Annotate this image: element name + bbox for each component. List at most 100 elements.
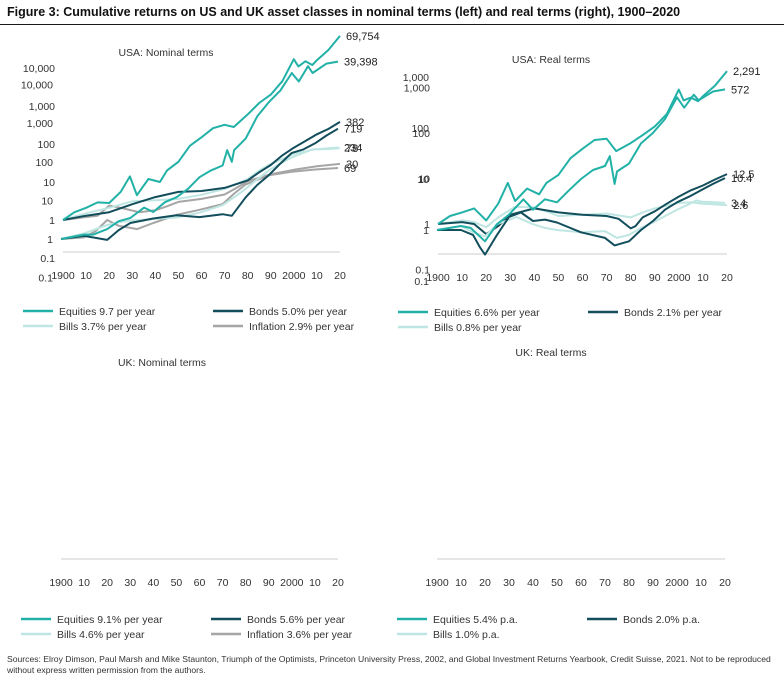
end-label-bonds: 382 [346,117,364,129]
legend-label-inflation: Inflation 3.6% per year [247,629,353,641]
end-label-bonds: 10.4 [731,173,752,185]
x-tick-label: 90 [263,577,275,589]
chart-title: UK: Nominal terms [118,357,206,369]
chart-title: USA: Nominal terms [118,47,213,59]
x-tick-label: 20 [101,577,113,589]
x-tick-label: 80 [625,272,637,284]
legend-label-bills: Bills 4.6% per year [57,629,145,641]
end-label-bills: 3.4 [731,198,746,210]
x-tick-label: 40 [528,272,540,284]
end-label-bills: 78 [346,143,358,155]
series-line-equities [437,70,728,225]
series-line-bonds [62,121,341,221]
x-tick-label: 80 [242,270,254,282]
y-tick-label: 10,000 [23,63,55,75]
x-tick-label: 80 [623,577,635,589]
y-tick-label: 10 [418,174,430,186]
x-tick-label: 10 [695,577,707,589]
y-tick-label: 1,000 [403,72,429,84]
y-tick-label: 100 [412,128,430,140]
x-tick-label: 70 [601,272,613,284]
end-label-equities: 2,291 [733,66,761,78]
legend-label-equities: Equities 9.7 per year [59,306,156,318]
x-tick-label: 70 [219,270,231,282]
x-tick-label: 20 [480,272,492,284]
chart-title: UK: Real terms [515,347,586,359]
x-tick-label: 2000 [665,577,689,589]
y-tick-label: 100 [411,123,429,135]
legend-label-bonds: Bonds 5.6% per year [247,614,346,626]
series-line-equities [60,60,339,240]
y-tick-label: 1,000 [29,101,55,113]
x-tick-label: 20 [479,577,491,589]
x-tick-label: 90 [649,272,661,284]
x-tick-label: 40 [147,577,159,589]
x-tick-label: 1900 [425,577,449,589]
x-tick-label: 60 [577,272,589,284]
y-tick-label: 1 [423,225,429,237]
y-tick-label: 1,000 [27,118,53,130]
end-label-equities: 69,754 [346,31,380,43]
end-label-equities: 39,398 [344,57,378,69]
x-tick-label: 60 [196,270,208,282]
y-tick-label: 10 [41,195,53,207]
y-tick-label: 0.1 [38,273,53,285]
x-tick-label: 2000 [280,577,304,589]
x-tick-label: 60 [194,577,206,589]
figure-title: Figure 3: Cumulative returns on US and U… [7,5,681,19]
x-tick-label: 20 [332,577,344,589]
end-label-bills: 234 [344,143,362,155]
x-tick-label: 10 [456,272,468,284]
legend-label-bills: Bills 1.0% p.a. [433,629,500,641]
series-line-bonds [437,177,726,256]
chart-2: UK: Nominal terms 0.1 1 10 100 1,000 10,000 1 90… [21,57,378,641]
y-tick-label: 1,000 [404,83,430,95]
x-tick-label: 40 [527,577,539,589]
chart-1: USA: Real terms 0.1 1 10 100 1,000 1900 10 20 30 4… [398,54,761,334]
x-tick-label: 30 [126,270,138,282]
series-line-bills [436,199,726,239]
title-rule [0,24,784,25]
y-tick-label: 1 [49,215,55,227]
x-tick-label: 90 [265,270,277,282]
legend-label-equities: Equities 5.4% p.a. [433,614,518,626]
legend-label-bills: Bills 0.8% per year [434,322,522,334]
legend-label-equities: Equities 6.6% per year [434,307,540,319]
x-tick-label: 2000 [282,270,306,282]
y-tick-label: 0.1 [414,276,429,288]
legend-label-bonds: Bonds 2.1% per year [624,307,723,319]
end-label-equities: 572 [731,84,749,96]
x-tick-label: 70 [599,577,611,589]
y-tick-label: 10,000 [21,80,53,92]
x-tick-label: 10 [455,577,467,589]
x-tick-label: 10 [78,577,90,589]
x-tick-label: 40 [149,270,161,282]
x-tick-label: 10 [309,577,321,589]
legend-label-equities: Equities 9.1% per year [57,614,163,626]
legend-label-inflation: Inflation 2.9% per year [249,321,355,333]
y-tick-label: 100 [35,157,53,169]
y-tick-label: 1 [424,219,430,231]
x-tick-label: 90 [647,577,659,589]
x-tick-label: 50 [173,270,185,282]
x-tick-label: 30 [504,272,516,284]
series-line-inflation [60,167,339,240]
x-tick-label: 30 [503,577,515,589]
end-label-bonds: 12.5 [733,169,754,181]
x-tick-label: 2000 [667,272,691,284]
x-tick-label: 50 [553,272,565,284]
legend-label-bonds: Bonds 2.0% p.a. [623,614,700,626]
x-tick-label: 10 [80,270,92,282]
chart-title: USA: Real terms [512,54,590,66]
y-tick-label: 1 [47,234,53,246]
source-note: Sources: Elroy Dimson, Paul Marsh and Mi… [7,654,771,675]
end-label-bills: 2.6 [733,200,748,212]
y-tick-label: 10 [417,174,429,186]
end-label-inflation: 30 [346,159,358,171]
x-tick-label: 50 [551,577,563,589]
x-tick-label: 1900 [426,272,450,284]
x-tick-label: 30 [124,577,136,589]
x-tick-label: 20 [103,270,115,282]
x-tick-label: 50 [171,577,183,589]
series-line-equities [62,35,341,221]
